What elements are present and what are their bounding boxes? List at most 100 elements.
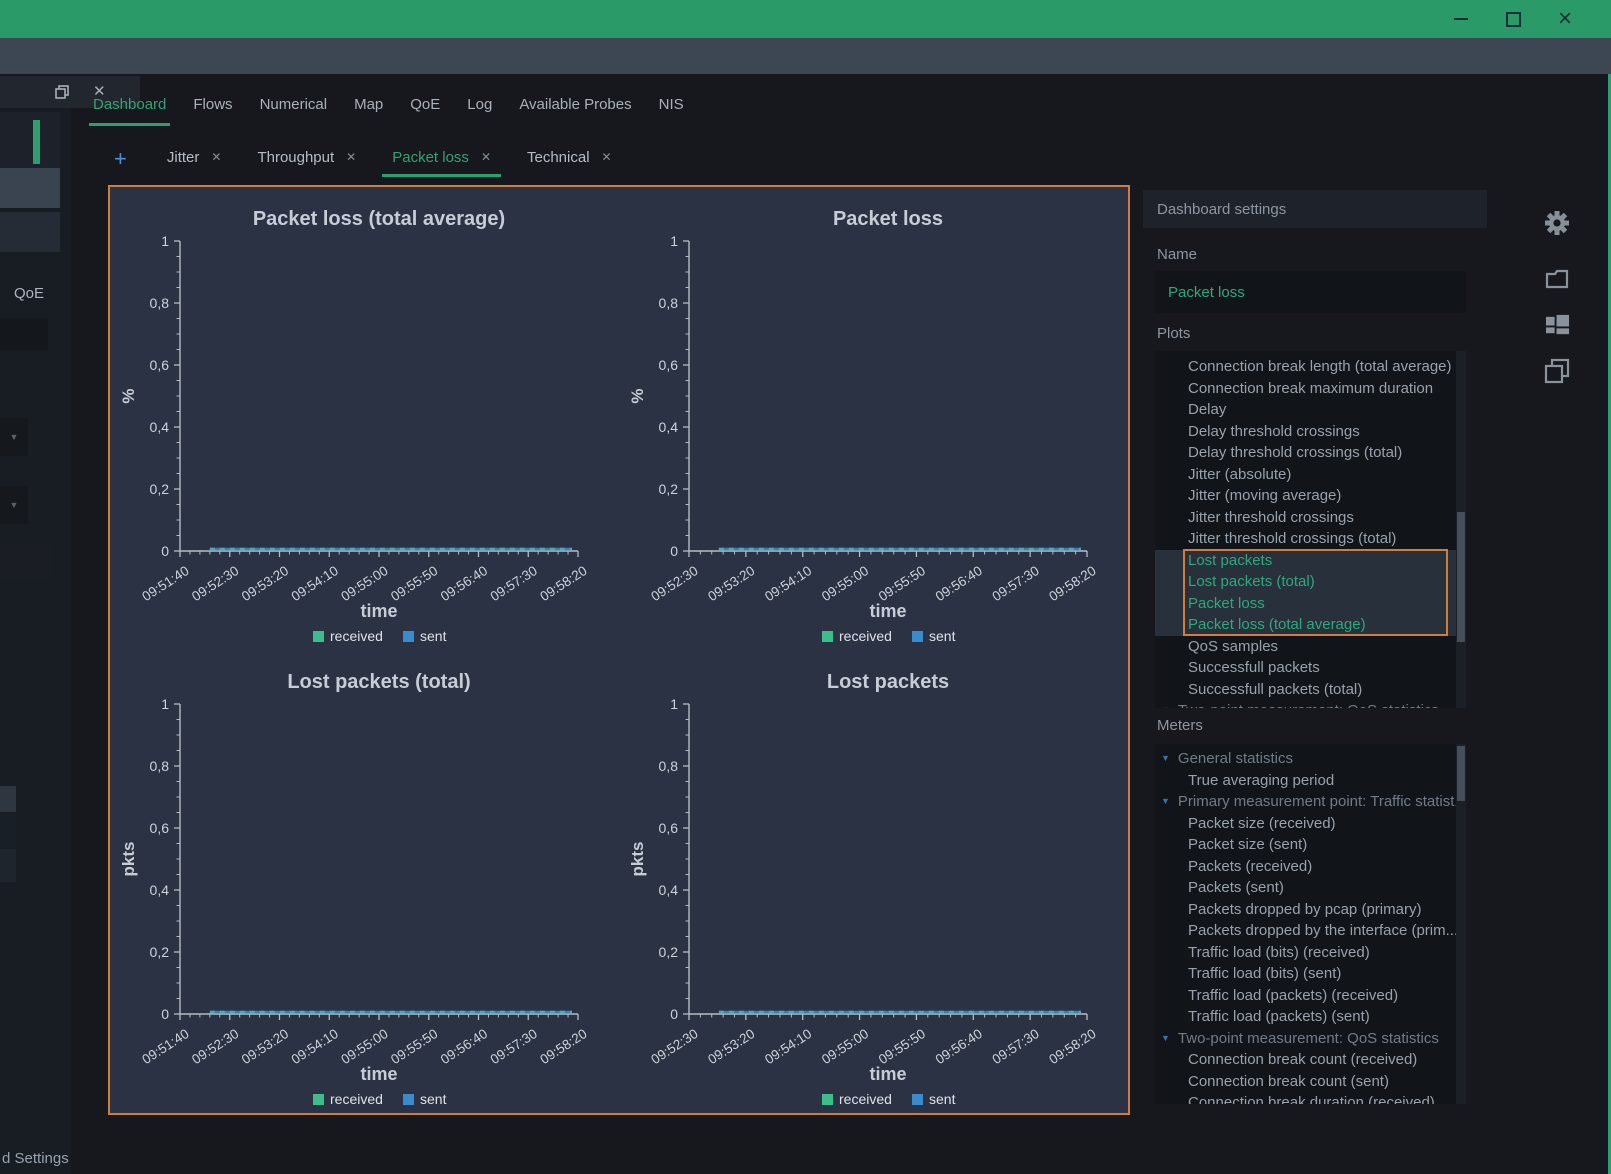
meters-scrollbar-thumb[interactable] bbox=[1457, 746, 1465, 801]
new-window-icon[interactable] bbox=[1540, 262, 1574, 296]
settings-header: Dashboard settings bbox=[1143, 190, 1487, 228]
close-button[interactable]: × bbox=[1539, 0, 1591, 38]
dashboard-tabs: + Jitter✕Throughput✕Packet loss✕Technica… bbox=[100, 140, 622, 177]
plot-item-qos-samples[interactable]: QoS samples bbox=[1155, 636, 1456, 658]
dock-row[interactable] bbox=[0, 212, 60, 252]
svg-text:0,2: 0,2 bbox=[150, 481, 170, 497]
duplicate-view-icon[interactable] bbox=[1540, 354, 1574, 388]
nav-item-available-probes[interactable]: Available Probes bbox=[515, 86, 635, 126]
svg-text:09:54:10: 09:54:10 bbox=[289, 1026, 341, 1067]
meter-item-connection-break-duration-received[interactable]: Connection break duration (received) bbox=[1155, 1092, 1456, 1104]
meter-item-connection-break-count-sent[interactable]: Connection break count (sent) bbox=[1155, 1071, 1456, 1093]
svg-text:09:54:10: 09:54:10 bbox=[289, 563, 341, 604]
dock-row[interactable] bbox=[0, 112, 60, 168]
dock-list-row[interactable] bbox=[0, 813, 16, 848]
meter-item-packets-dropped-by-pcap-primary[interactable]: Packets dropped by pcap (primary) bbox=[1155, 899, 1456, 921]
float-panel-icon[interactable] bbox=[55, 85, 69, 104]
tab-packet-loss[interactable]: Packet loss✕ bbox=[382, 140, 501, 177]
meter-item-connection-break-count-received[interactable]: Connection break count (received) bbox=[1155, 1049, 1456, 1071]
dock-list-row[interactable] bbox=[0, 849, 16, 882]
meter-item-true-averaging-period[interactable]: True averaging period bbox=[1155, 770, 1456, 792]
plot-item-delay-threshold-crossings-total[interactable]: Delay threshold crossings (total) bbox=[1155, 442, 1456, 464]
group-label: Primary measurement point: Traffic stati… bbox=[1178, 793, 1456, 810]
plot-item-jitter-moving-average[interactable]: Jitter (moving average) bbox=[1155, 485, 1456, 507]
plot-item-jitter-threshold-crossings[interactable]: Jitter threshold crossings bbox=[1155, 507, 1456, 529]
svg-text:09:52:30: 09:52:30 bbox=[648, 1026, 700, 1067]
plot-item-connection-break-length-total-average[interactable]: Connection break length (total average) bbox=[1155, 356, 1456, 378]
plots-scrollbar[interactable] bbox=[1456, 351, 1466, 708]
plots-items: Connection break length (total average)C… bbox=[1155, 351, 1456, 708]
nav-item-flows[interactable]: Flows bbox=[189, 86, 236, 126]
meter-item-packets-dropped-by-the-interface-prim[interactable]: Packets dropped by the interface (prim..… bbox=[1155, 920, 1456, 942]
collapse-triangle-icon[interactable]: ▼ bbox=[1161, 1033, 1170, 1043]
nav-item-nis[interactable]: NIS bbox=[655, 86, 688, 126]
plot-item-delay[interactable]: Delay bbox=[1155, 399, 1456, 421]
meter-item-packets-sent[interactable]: Packets (sent) bbox=[1155, 877, 1456, 899]
tab-throughput[interactable]: Throughput ✕ bbox=[247, 140, 366, 177]
collapse-triangle-icon[interactable]: ▼ bbox=[1161, 753, 1170, 763]
tab-close-icon[interactable]: ✕ bbox=[211, 150, 221, 164]
plot-item-delay-threshold-crossings[interactable]: Delay threshold crossings bbox=[1155, 421, 1456, 443]
tab-close-icon[interactable]: ✕ bbox=[346, 150, 356, 164]
svg-text:09:54:10: 09:54:10 bbox=[762, 1026, 814, 1067]
plot-item-lost-packets-total[interactable]: Lost packets (total) bbox=[1155, 571, 1456, 593]
dock-field[interactable] bbox=[0, 318, 48, 350]
nav-item-dashboard[interactable]: Dashboard bbox=[89, 86, 170, 126]
add-tab-button[interactable]: + bbox=[100, 140, 141, 177]
plot-item-connection-break-maximum-duration[interactable]: Connection break maximum duration bbox=[1155, 378, 1456, 400]
nav-item-qoe[interactable]: QoE bbox=[406, 86, 444, 126]
plots-scrollbar-thumb[interactable] bbox=[1457, 512, 1465, 642]
plot-item-two-point-measurement-qos-statistics[interactable]: ▼Two-point measurement: QoS statistics bbox=[1155, 700, 1456, 708]
nav-item-map[interactable]: Map bbox=[350, 86, 387, 126]
svg-text:09:56:40: 09:56:40 bbox=[438, 563, 490, 604]
tab-close-icon[interactable]: ✕ bbox=[481, 150, 491, 164]
meter-item-general-statistics[interactable]: ▼General statistics bbox=[1155, 748, 1456, 770]
meters-scrollbar[interactable] bbox=[1456, 744, 1466, 1104]
plot-item-packet-loss[interactable]: Packet loss bbox=[1155, 593, 1456, 615]
collapse-triangle-icon[interactable]: ▼ bbox=[1161, 796, 1170, 806]
svg-text:Lost packets (total): Lost packets (total) bbox=[287, 671, 470, 693]
dashboard-name-input[interactable]: Packet loss bbox=[1155, 271, 1466, 313]
collapse-triangle-icon[interactable]: ▼ bbox=[1161, 705, 1170, 708]
plot-item-packet-loss-total-average[interactable]: Packet loss (total average) bbox=[1155, 614, 1456, 636]
svg-text:0,2: 0,2 bbox=[659, 944, 679, 960]
tab-close-icon[interactable]: ✕ bbox=[602, 150, 612, 164]
meter-item-packet-size-received[interactable]: Packet size (received) bbox=[1155, 813, 1456, 835]
svg-text:09:52:30: 09:52:30 bbox=[189, 563, 241, 604]
plot-item-lost-packets[interactable]: Lost packets bbox=[1155, 550, 1456, 572]
dock-dropdown[interactable]: ▼ bbox=[0, 418, 28, 456]
tab-technical[interactable]: Technical✕ bbox=[517, 140, 622, 177]
meter-item-traffic-load-packets-received[interactable]: Traffic load (packets) (received) bbox=[1155, 985, 1456, 1007]
dock-row-selected[interactable] bbox=[0, 168, 60, 208]
meter-item-primary-measurement-point-traffic-statist[interactable]: ▼ Primary measurement point: Traffic stat… bbox=[1155, 791, 1456, 813]
minimize-button[interactable] bbox=[1435, 0, 1487, 38]
svg-text:09:55:00: 09:55:00 bbox=[819, 563, 871, 604]
tab-jitter[interactable]: Jitter✕ bbox=[157, 140, 232, 177]
plot-item-successfull-packets-total[interactable]: Successfull packets (total) bbox=[1155, 679, 1456, 701]
meter-item-packet-size-sent[interactable]: Packet size (sent) bbox=[1155, 834, 1456, 856]
nav-item-log[interactable]: Log bbox=[463, 86, 496, 126]
dock-dropdown[interactable]: ▼ bbox=[0, 486, 28, 524]
tab-label: Throughput bbox=[257, 149, 334, 166]
maximize-icon bbox=[1506, 12, 1521, 27]
dock-field[interactable] bbox=[0, 545, 50, 580]
svg-text:0,6: 0,6 bbox=[659, 357, 679, 373]
svg-text:received: received bbox=[330, 1091, 383, 1107]
svg-text:time: time bbox=[869, 1064, 906, 1084]
plot-item-successfull-packets[interactable]: Successfull packets bbox=[1155, 657, 1456, 679]
meter-item-packets-received[interactable]: Packets (received) bbox=[1155, 856, 1456, 878]
dashboard-layout-icon[interactable] bbox=[1540, 308, 1574, 342]
svg-text:09:55:00: 09:55:00 bbox=[819, 1026, 871, 1067]
settings-gear-icon[interactable] bbox=[1540, 206, 1574, 240]
meter-item-traffic-load-bits-sent[interactable]: Traffic load (bits) (sent) bbox=[1155, 963, 1456, 985]
plot-item-jitter-threshold-crossings-total[interactable]: Jitter threshold crossings (total) bbox=[1155, 528, 1456, 550]
meter-item-traffic-load-bits-received[interactable]: Traffic load (bits) (received) bbox=[1155, 942, 1456, 964]
meter-item-two-point-measurement-qos-statistics[interactable]: ▼Two-point measurement: QoS statistics bbox=[1155, 1028, 1456, 1050]
nav-item-numerical[interactable]: Numerical bbox=[256, 86, 332, 126]
dock-list-row[interactable] bbox=[0, 786, 16, 812]
svg-text:%: % bbox=[628, 388, 647, 403]
plot-item-jitter-absolute[interactable]: Jitter (absolute) bbox=[1155, 464, 1456, 486]
maximize-button[interactable] bbox=[1487, 0, 1539, 38]
svg-text:09:53:20: 09:53:20 bbox=[705, 1026, 757, 1067]
meter-item-traffic-load-packets-sent[interactable]: Traffic load (packets) (sent) bbox=[1155, 1006, 1456, 1028]
